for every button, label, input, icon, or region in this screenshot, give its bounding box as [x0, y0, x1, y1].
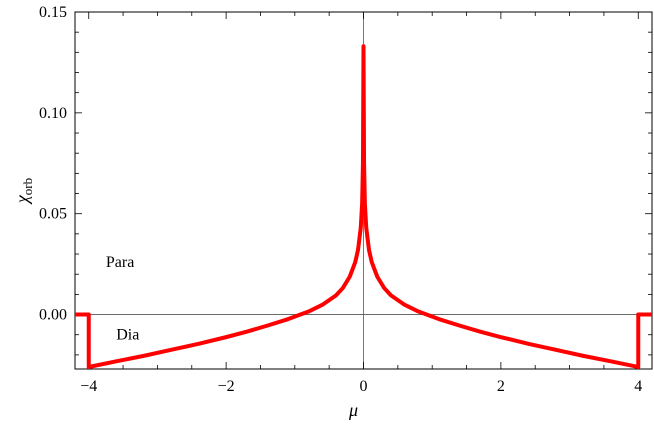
- annotation: Para: [106, 254, 134, 271]
- x-tick-label: −2: [218, 378, 235, 395]
- ticks: −4 −2 0 2 4 0.00 0.05 0.10 0.15: [39, 4, 652, 395]
- y-tick-label: 0.15: [39, 4, 67, 21]
- x-tick-label: 0: [360, 378, 368, 395]
- x-tick-label: 4: [634, 378, 642, 395]
- y-axis-label-sub: orb: [20, 178, 35, 195]
- labels: μ χorb Para Dia: [12, 178, 358, 420]
- y-tick-label: 0.10: [39, 105, 67, 122]
- y-tick-label: 0.00: [39, 307, 67, 324]
- series-layer: [75, 44, 652, 369]
- y-tick-label: 0.05: [39, 206, 67, 223]
- y-axis-label-main: χ: [12, 194, 32, 205]
- x-tick-label: −4: [80, 378, 97, 395]
- y-axis-label: χorb: [12, 178, 35, 205]
- annotation: Dia: [116, 327, 139, 344]
- x-axis-label: μ: [348, 400, 358, 420]
- x-tick-label: 2: [497, 378, 505, 395]
- series-line: [75, 44, 652, 369]
